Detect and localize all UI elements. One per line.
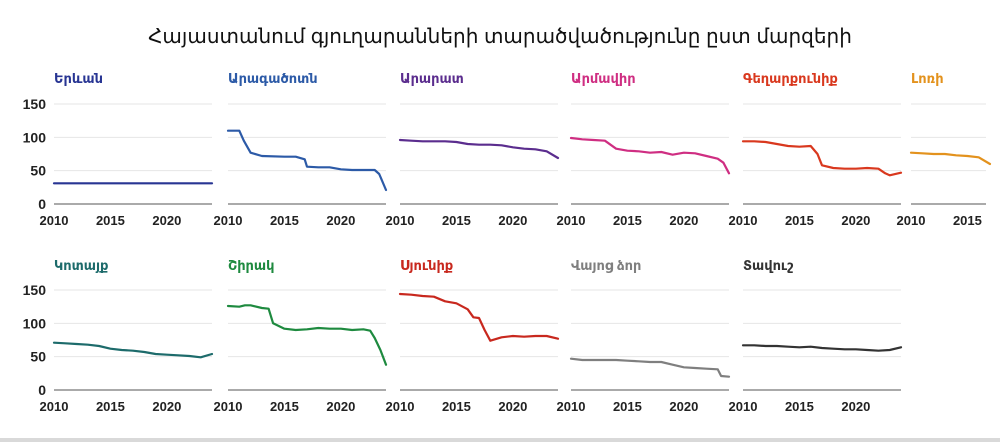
series-line [569,136,731,175]
y-tick-label: 100 [23,315,47,331]
series-line [226,129,388,192]
x-tick-label: 2015 [442,399,471,414]
x-tick-label: 2020 [498,399,527,414]
y-tick-label: 0 [38,382,46,398]
panel-title: Արագածոտն [228,71,318,86]
x-tick-label: 2010 [214,213,243,228]
x-tick-label: 2020 [669,399,698,414]
y-tick-label: 150 [23,96,47,112]
x-tick-label: 2020 [152,399,181,414]
x-tick-label: 2015 [613,399,642,414]
x-tick-label: 2015 [270,399,299,414]
x-tick-label: 2010 [897,213,926,228]
x-tick-label: 2020 [841,399,870,414]
x-tick-label: 2020 [841,213,870,228]
x-tick-label: 2015 [953,213,982,228]
x-tick-label: 2010 [557,399,586,414]
x-tick-label: 2015 [96,213,125,228]
series-line [569,357,731,378]
series-line [398,138,560,160]
chart-title: Հայաստանում գյուղարանների տարածվածությու… [148,26,852,48]
y-tick-label: 50 [30,163,46,179]
x-tick-label: 2020 [498,213,527,228]
x-tick-label: 2010 [40,399,69,414]
series-line [909,151,992,166]
series-line [52,341,214,359]
x-tick-label: 2015 [96,399,125,414]
panel-title: Երևան [54,71,103,86]
panel-title: Սյունիք [400,258,453,273]
x-tick-label: 2015 [442,213,471,228]
y-tick-label: 0 [38,196,46,212]
x-tick-label: 2020 [669,213,698,228]
x-tick-label: 2015 [613,213,642,228]
x-tick-label: 2015 [270,213,299,228]
series-line [741,344,903,352]
x-tick-label: 2010 [386,213,415,228]
series-line [398,292,560,342]
x-tick-label: 2010 [386,399,415,414]
x-tick-label: 2010 [729,399,758,414]
panel-title: Արմավիր [571,71,636,86]
panel-title: Լոռի [911,71,944,86]
panel-title: Տավուշ [743,258,793,273]
x-tick-label: 2015 [785,399,814,414]
y-tick-label: 50 [30,349,46,365]
panel-title: Արարատ [400,71,464,86]
panel-title: Գեղարքունիք [743,71,838,86]
y-tick-label: 100 [23,129,47,145]
x-tick-label: 2010 [557,213,586,228]
series-line [226,304,388,366]
x-tick-label: 2010 [214,399,243,414]
x-tick-label: 2020 [326,213,355,228]
x-tick-label: 2010 [729,213,758,228]
series-line [741,140,903,177]
y-tick-label: 150 [23,282,47,298]
panel-title: Կոտայք [54,258,108,273]
x-tick-label: 2020 [152,213,181,228]
panel-title: Շիրակ [228,258,274,273]
x-tick-label: 2020 [326,399,355,414]
panel-title: Վայոց ձոր [571,258,641,273]
x-tick-label: 2015 [785,213,814,228]
x-tick-label: 2010 [40,213,69,228]
bottom-divider [0,438,1000,442]
